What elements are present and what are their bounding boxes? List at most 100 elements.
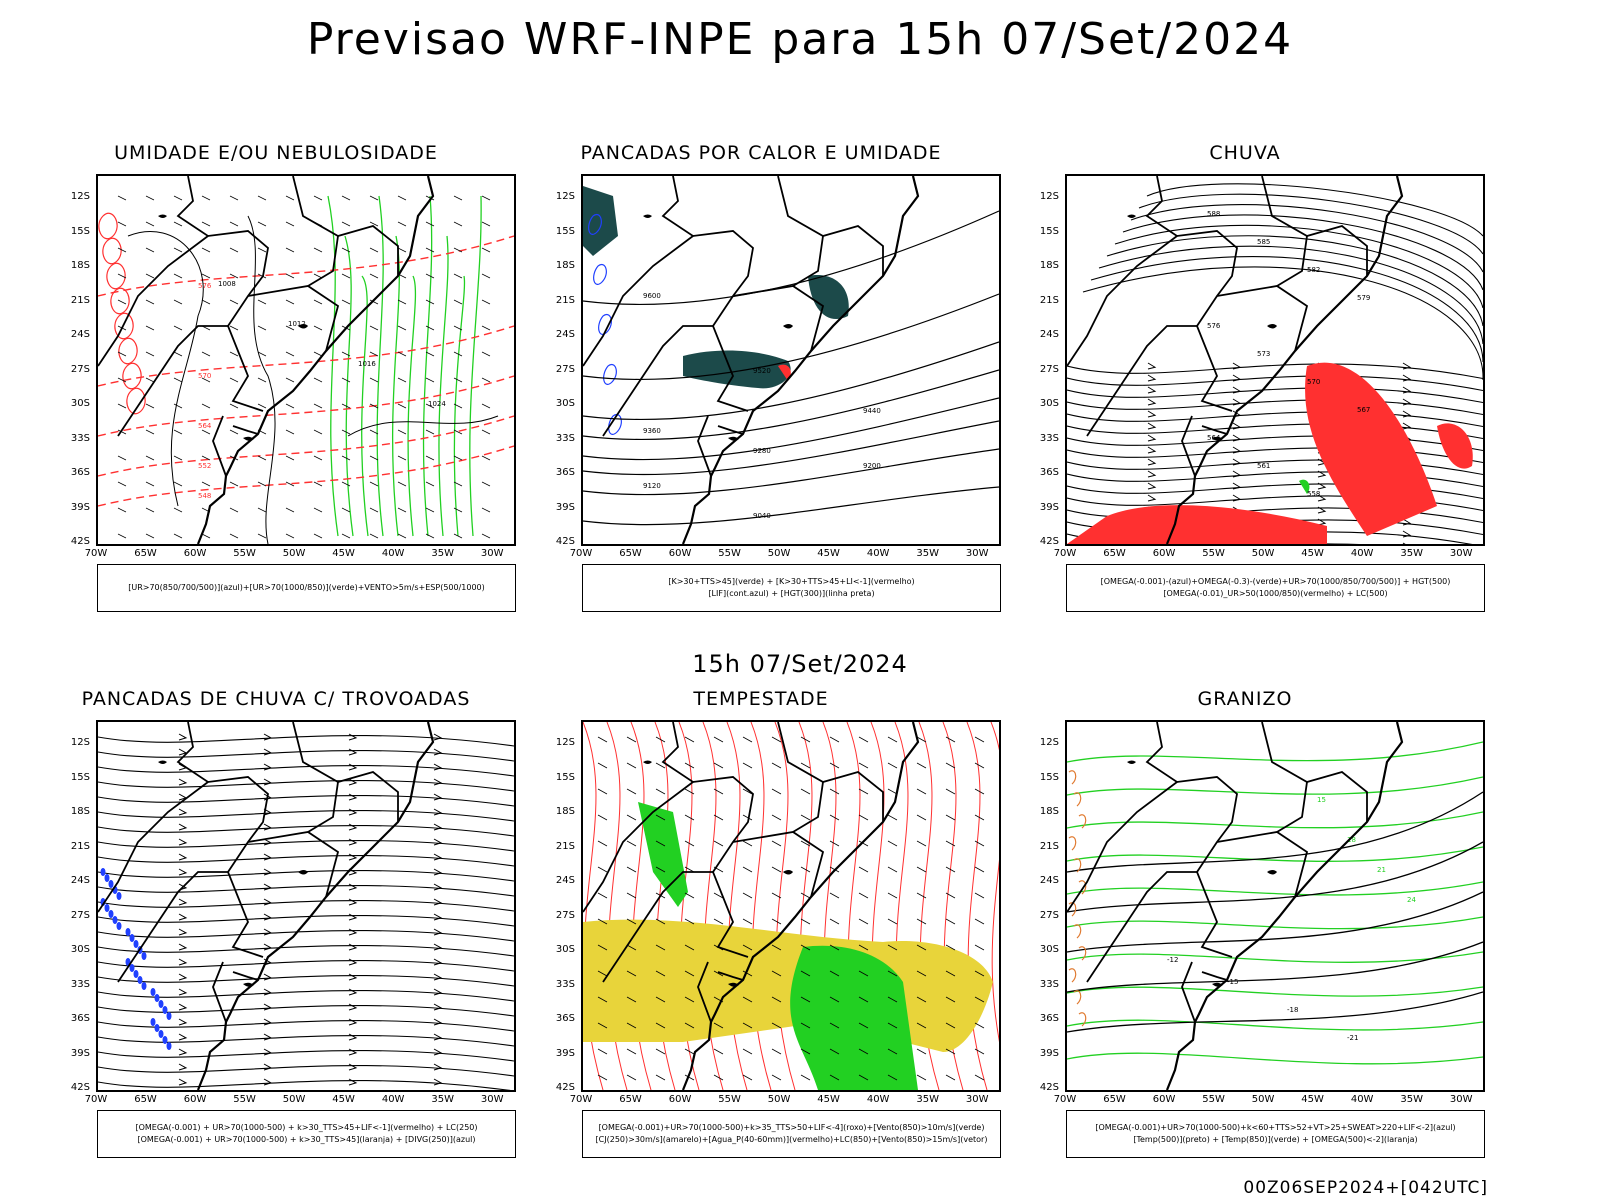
border-line [602,871,713,983]
divergence-spot [162,1006,168,1014]
contour-line [583,486,999,526]
wind-vector [858,996,869,1003]
wind-vector [257,507,267,513]
border-line [661,722,754,958]
lat-tick-label: 39S [555,1047,575,1059]
contour-label: 558 [1307,490,1320,498]
omega-area [1299,479,1310,494]
flow-arrow [1232,482,1242,490]
wind-vector [684,918,695,925]
flow-arrow [348,733,358,741]
wind-vector [655,762,666,769]
contour-line [127,231,204,507]
lon-tick-label: 70W [84,1094,108,1105]
flow-arrow [178,898,188,906]
wind-vector [453,481,463,487]
lat-tick-label: 12S [70,737,90,748]
wind-vector [285,533,295,539]
wind-vector [341,221,351,227]
lake [243,436,254,441]
border-line [1201,971,1228,981]
lon-tick-label: 30W [1449,1094,1473,1105]
wind-vector [713,918,724,925]
lat-tick-label: 12S [555,191,575,202]
wind-vector [742,736,753,743]
wind-vector [369,299,379,305]
lon-tick-label: 30W [965,1094,989,1105]
divergence-spot [104,904,110,912]
wind-vector [771,788,782,795]
map-svg: 9600 9520 9440 9360 9280 9200 9120 9040 [583,176,999,544]
streamline [98,1065,514,1077]
wind-vector [771,814,782,821]
wind-vector [453,351,463,357]
wind-vector [742,892,753,899]
contour-label: 576 [198,282,212,290]
wind-vector [481,507,491,513]
lat-tick-label: 39S [555,501,575,513]
wind-vector [655,944,666,951]
wind-vector [481,455,491,461]
wind-vector [974,892,985,899]
flow-arrow [433,733,443,741]
flow-arrow [263,943,273,951]
wind-vector [117,507,127,513]
lat-tick-label: 27S [1039,909,1059,921]
wind-vector [229,533,239,539]
lon-tick-label: 55W [718,548,741,559]
lake [728,982,739,987]
map-geography [98,176,435,544]
wind-vector [684,892,695,899]
panel-umidade: UMIDADE E/OU NEBULOSIDADE 576 570 564 552 54… [56,142,516,636]
border-line [232,425,259,435]
wind-vector [257,325,267,331]
lon-tick-label: 50W [1251,548,1275,559]
contour-line [1078,946,1087,961]
lon-tick-label: 55W [1202,1094,1225,1105]
panel-legend: [OMEGA(-0.001)+UR>70(1000-500)+k>35_TTS>… [582,1110,1001,1158]
wind-vector [145,325,155,331]
flow-arrow [178,973,188,981]
contour-line [98,415,514,477]
wind-vector [887,996,898,1003]
flow-arrow [433,853,443,861]
border-line [98,781,209,913]
wind-vector [597,1048,608,1055]
lon-tick-label: 50W [282,1094,306,1105]
lat-tick-label: 27S [555,363,575,375]
wind-vector [858,970,869,977]
contour-line [1067,811,1483,829]
wind-vector [425,403,435,409]
flow-arrow [433,778,443,786]
lat-tick-label: 36S [1039,1013,1059,1024]
contour-line [361,275,369,537]
wind-vector [742,814,753,821]
flow-arrow [1147,494,1157,502]
lat-tick-label: 21S [70,294,90,306]
contour-label: 1024 [428,400,446,408]
lat-tick-label: 15S [1039,771,1059,783]
flow-arrow [1147,482,1157,490]
wind-vector [173,325,183,331]
lat-tick-label: 27S [70,909,90,921]
wind-vector [257,299,267,305]
wind-vector [742,1048,753,1055]
wind-vector [285,481,295,487]
border-line [1145,722,1238,958]
contour-line [1078,1012,1087,1027]
wind-vector [916,996,927,1003]
lon-tick-label: 40W [866,548,890,559]
wind-vector [858,1048,869,1055]
contour-line [1073,924,1082,939]
lat-tick-label: 18S [1039,260,1059,271]
flow-arrow [263,1018,273,1026]
streamline [98,885,514,897]
lat-tick-label: 33S [1039,432,1059,444]
humidity-area [98,216,122,426]
panel-title: CHUVA [1209,142,1281,164]
contour-line [1073,792,1082,807]
panel-title: PANCADAS POR CALOR E UMIDADE [580,142,942,164]
border-line [1216,285,1309,352]
rain-area [1305,362,1437,536]
contour-line [1067,891,1483,953]
